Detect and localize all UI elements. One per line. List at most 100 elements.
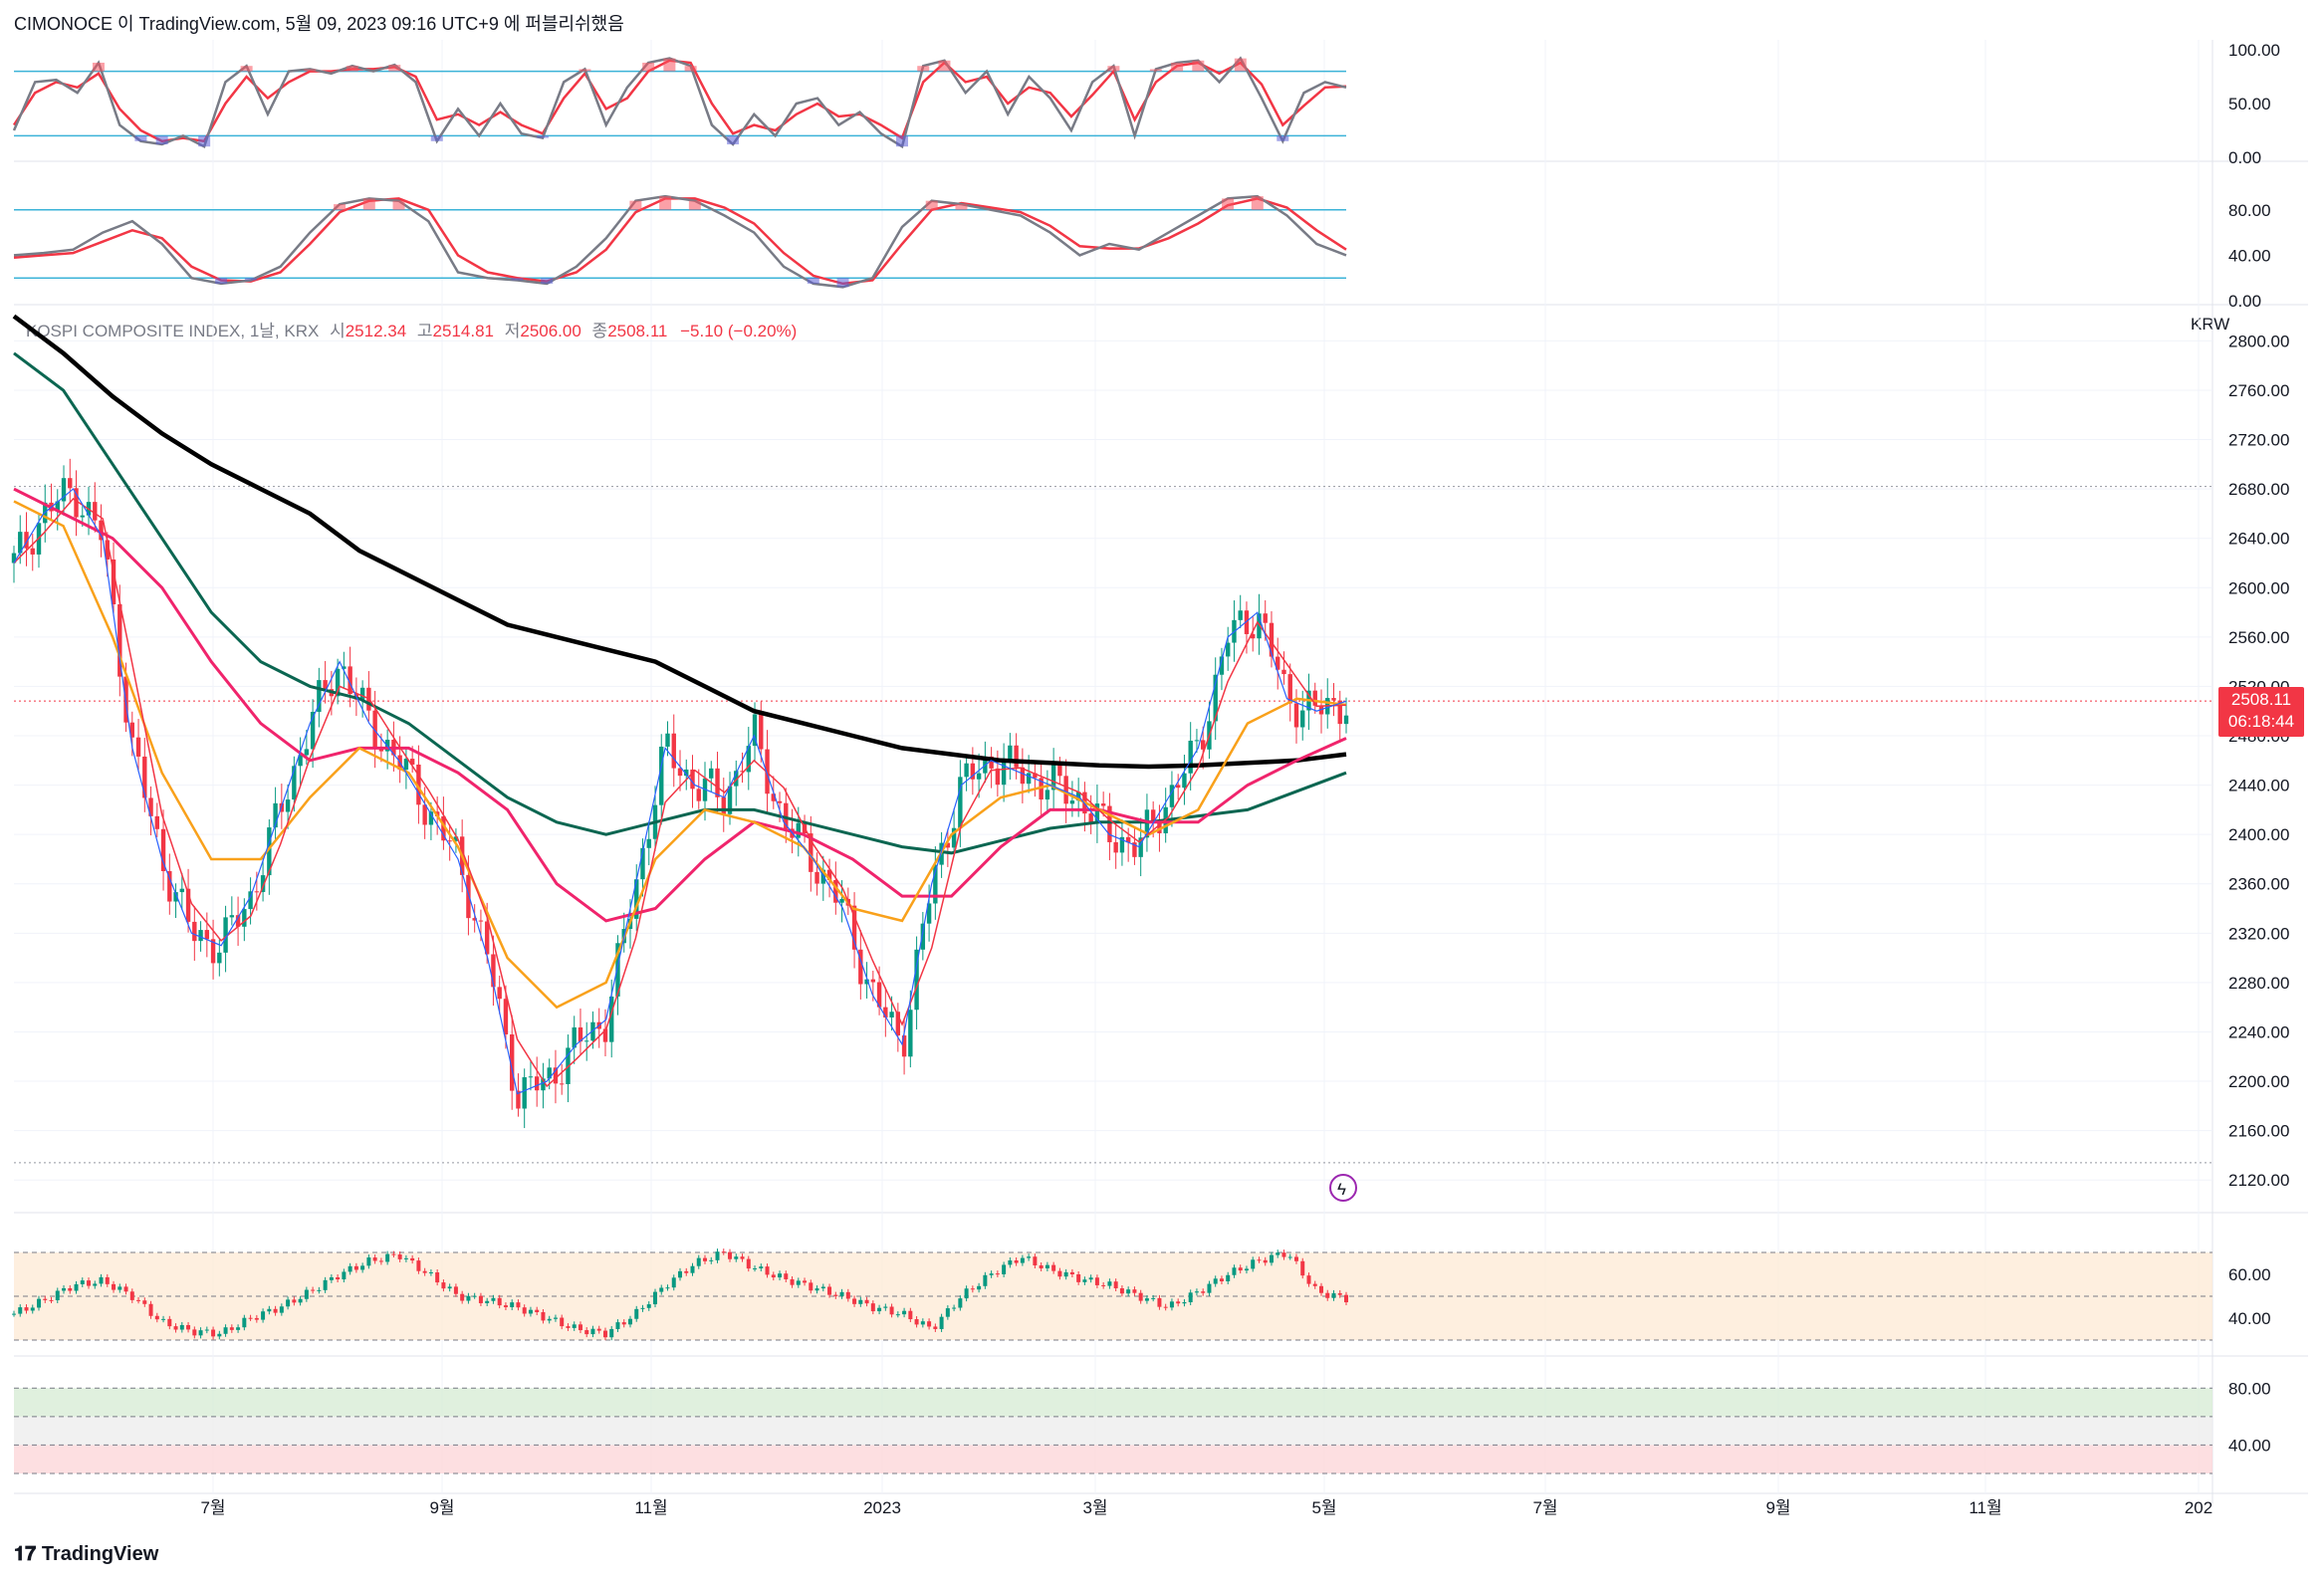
rsi-candle-body [1189, 1292, 1193, 1302]
rsi-candle-body [541, 1312, 545, 1320]
y-tick-label: 2200.00 [2228, 1072, 2289, 1091]
candle-body [286, 799, 290, 811]
oversold-fill [134, 135, 146, 140]
rsi-candle-body [342, 1271, 346, 1279]
rsi-candle-body [766, 1266, 770, 1274]
logo-mark-icon: 𝟏𝟕 [14, 1543, 36, 1565]
y-tick-label: 2280.00 [2228, 974, 2289, 993]
bar-countdown: 06:18:44 [2218, 711, 2304, 733]
overbought-fill [938, 61, 950, 72]
rsi-candle-body [615, 1322, 619, 1329]
rsi-candle-body [68, 1288, 72, 1291]
rsi-candle-body [1313, 1284, 1317, 1286]
oversold-fill [511, 278, 523, 280]
rsi-candle-body [261, 1311, 265, 1319]
moving-average-line [14, 317, 1346, 767]
rsi-candle-body [305, 1290, 309, 1299]
candle-body [192, 922, 196, 941]
y-tick-label: 2120.00 [2228, 1171, 2289, 1190]
candle-body [447, 840, 451, 841]
upper-zone-fill [14, 1388, 2212, 1417]
y-tick-label: 2800.00 [2228, 332, 2289, 350]
rsi-candle-body [584, 1330, 588, 1334]
rsi-candle-body [784, 1273, 788, 1279]
candle-body [1113, 842, 1117, 852]
oversold-fill [431, 135, 443, 140]
rsi-candle-body [1051, 1265, 1055, 1271]
rsi-candle-body [37, 1299, 41, 1308]
rsi-candle-body [1239, 1267, 1243, 1270]
rsi-candle-body [1151, 1298, 1155, 1299]
overbought-fill [1192, 61, 1204, 72]
rsi-candle-body [597, 1329, 601, 1331]
rsi-candle-body [1344, 1295, 1348, 1302]
rsi-candle-body [1306, 1275, 1310, 1283]
rsi-candle-body [871, 1303, 875, 1311]
fast-ma-blue [14, 489, 1346, 1093]
rsi-candle-body [1300, 1261, 1304, 1275]
rsi-candle-body [25, 1307, 29, 1310]
rsi-candle-body [728, 1252, 732, 1259]
rsi-candle-body [1170, 1301, 1174, 1307]
rsi-candle-body [1157, 1298, 1161, 1307]
rsi-candle-body [429, 1272, 433, 1273]
rsi-candle-body [75, 1284, 79, 1291]
oversold-fill [537, 135, 549, 137]
candle-body [198, 930, 202, 941]
tradingview-logo[interactable]: 𝟏𝟕 TradingView [14, 1543, 158, 1566]
rsi-candle-body [43, 1299, 47, 1300]
rsi-candle-body [921, 1321, 925, 1324]
rsi-candle-body [791, 1279, 795, 1285]
rsi-candle-body [255, 1318, 259, 1320]
rsi-candle-body [1126, 1289, 1130, 1293]
candle-body [466, 875, 470, 918]
x-tick-label: 2023 [863, 1498, 901, 1517]
candle-body [584, 1040, 588, 1041]
y-tick-label: 40.00 [2228, 1436, 2271, 1455]
rsi-candle-body [747, 1259, 751, 1269]
rsi-candle-body [1107, 1281, 1111, 1285]
rsi-candle-body [267, 1309, 271, 1311]
rsi-candle-body [915, 1319, 919, 1324]
y-tick-label: 40.00 [2228, 246, 2271, 265]
candle-body [1195, 740, 1199, 741]
candle-body [404, 759, 408, 770]
rsi-candle-body [1319, 1286, 1323, 1293]
rsi-candle-body [659, 1287, 663, 1291]
rsi-candle-body [858, 1300, 862, 1304]
rsi-candle-body [815, 1288, 819, 1290]
rsi-candle-body [1076, 1274, 1080, 1282]
overbought-fill [955, 204, 967, 210]
rsi-candle-body [554, 1318, 558, 1319]
moving-average-line [14, 489, 1346, 921]
fast-ma-red [14, 499, 1346, 1086]
rsi-candle-body [330, 1277, 334, 1280]
candle-body [68, 478, 72, 488]
overbought-fill [1171, 63, 1183, 72]
candle-body [422, 804, 426, 824]
rsi-candle-body [174, 1326, 178, 1329]
y-tick-label: 2400.00 [2228, 825, 2289, 844]
x-tick-label: 11월 [1969, 1498, 2001, 1517]
x-tick-label: 9월 [429, 1498, 454, 1517]
rsi-candle-body [579, 1324, 582, 1330]
y-tick-label: 2720.00 [2228, 431, 2289, 450]
rsi-candle-body [416, 1260, 420, 1271]
overbought-fill [1150, 69, 1162, 71]
rsi-candle-body [846, 1292, 850, 1299]
y-tick-label: 2440.00 [2228, 777, 2289, 795]
rsi-candle-body [734, 1256, 738, 1259]
candle-body [242, 909, 246, 927]
rsi-candle-body [460, 1294, 464, 1301]
rsi-candle-body [1195, 1291, 1199, 1292]
rsi-candle-body [1257, 1259, 1261, 1260]
overbought-fill [917, 66, 929, 71]
y-tick-label: 2560.00 [2228, 628, 2289, 647]
candle-body [759, 714, 763, 749]
rsi-candle-body [778, 1273, 782, 1277]
rsi-candle-body [354, 1266, 358, 1270]
rsi-candle-body [803, 1280, 807, 1282]
candle-body [908, 1010, 912, 1056]
rsi-candle-body [1139, 1293, 1143, 1301]
